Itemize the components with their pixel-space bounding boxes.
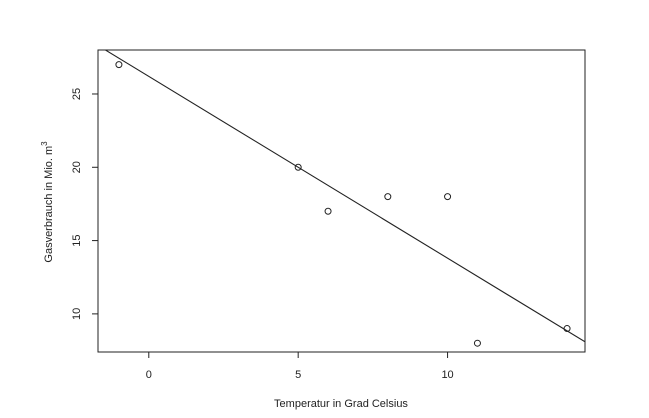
y-tick-label-25: 25 [71,88,83,100]
data-point-2 [294,163,302,171]
plot-area [97,49,586,353]
y-axis: 10 15 20 25 [71,88,99,320]
data-point-1 [115,61,123,69]
y-tick-label-20: 20 [71,161,83,173]
data-point-6 [473,339,481,347]
data-point-5 [444,193,452,201]
y-axis-label-superscript: 3 [40,141,49,146]
plot-frame [97,49,586,353]
y-tick-label-15: 15 [71,234,83,246]
x-tick-label-0: 0 [146,369,152,381]
x-axis: 0 5 10 [146,351,454,381]
y-tick-label-10: 10 [71,308,83,320]
data-point-7 [563,325,571,333]
x-axis-label: Temperatur in Grad Celsius [274,398,408,410]
x-tick-label-5: 5 [295,369,301,381]
data-point-4 [384,193,392,201]
y-axis-label-text: Gasverbrauch in Mio. m [43,146,55,263]
data-point-3 [324,207,332,215]
x-tick-label-10: 10 [441,369,453,381]
regression-line [104,50,585,343]
y-axis-label: Gasverbrauch in Mio. m3 [40,141,55,263]
